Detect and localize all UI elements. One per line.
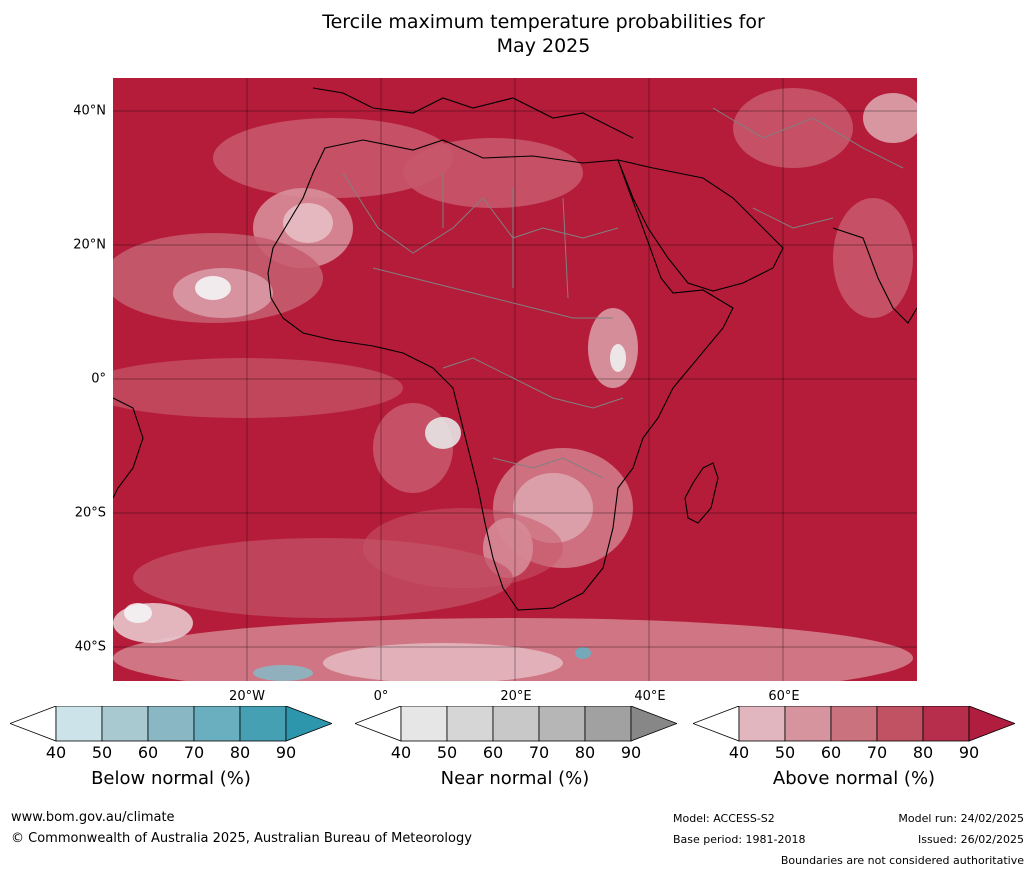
colorbar-segment (55, 706, 103, 742)
country-borders (342, 107, 904, 479)
colorbar-segment (492, 706, 540, 742)
colorbar-high-extension (630, 706, 677, 742)
colorbar-near-normal (355, 706, 677, 742)
colorbar-segment (147, 706, 195, 742)
south-america-coastline (113, 397, 144, 499)
lon-label-20w: 20°W (229, 689, 265, 704)
colorbar-segment (738, 706, 786, 742)
lat-label-40n: 40°N (73, 103, 106, 119)
lat-label-0: 0° (91, 371, 106, 387)
colorbar-tick-label: 60 (820, 743, 842, 762)
lon-label-20e: 20°E (500, 689, 532, 704)
coastlines (113, 87, 917, 611)
madagascar-coastline (684, 462, 719, 524)
colorbar-segment (876, 706, 924, 742)
colorbar-low-extension (355, 706, 402, 742)
footer-disclaimer: Boundaries are not considered authoritat… (780, 854, 1024, 867)
probability-map (113, 78, 917, 681)
colorbar-label-near: Near normal (%) (440, 768, 590, 789)
europe-coastline (312, 87, 634, 139)
lon-label-0: 0° (373, 689, 389, 704)
colorbar-above-normal (693, 706, 1015, 742)
lon-label-40e: 40°E (634, 689, 666, 704)
footer-url: www.bom.gov.au/climate (11, 810, 175, 825)
colorbar-segment (584, 706, 632, 742)
colorbar-segment (830, 706, 878, 742)
lat-label-40s: 40°S (74, 639, 106, 655)
colorbar-segment (538, 706, 586, 742)
colorbar-tick-label: 70 (183, 743, 205, 762)
probability-shading (113, 88, 917, 681)
colorbar-segment (400, 706, 448, 742)
footer-base-period: Base period: 1981-2018 (673, 833, 806, 846)
colorbar-segment (239, 706, 287, 742)
page-title: Tercile maximum temperature probabilitie… (0, 10, 1035, 58)
colorbar-tick-label: 90 (620, 743, 642, 762)
colorbar-high-extension (968, 706, 1015, 742)
footer-copyright: © Commonwealth of Australia 2025, Austra… (11, 831, 472, 846)
colorbar-below-normal (10, 706, 332, 742)
lon-label-60e: 60°E (768, 689, 800, 704)
footer-issued: Issued: 26/02/2025 (917, 833, 1024, 846)
colorbar-tick-label: 40 (728, 743, 750, 762)
colorbar-tick-label: 40 (390, 743, 412, 762)
colorbar-tick-label: 70 (866, 743, 888, 762)
colorbar-low-extension (693, 706, 740, 742)
colorbar-tick-label: 50 (774, 743, 796, 762)
colorbar-high-extension (285, 706, 332, 742)
colorbar-tick-label: 70 (528, 743, 550, 762)
arabia-coastline (617, 159, 784, 292)
lat-label-20n: 20°N (73, 237, 106, 253)
colorbar-segment (922, 706, 970, 742)
colorbar-tick-label: 60 (137, 743, 159, 762)
title-line-1: Tercile maximum temperature probabilitie… (322, 11, 765, 33)
colorbar-tick-label: 80 (229, 743, 251, 762)
colorbar-segment (784, 706, 832, 742)
colorbar-low-extension (10, 706, 57, 742)
colorbar-segment (193, 706, 241, 742)
footer-model: Model: ACCESS-S2 (673, 812, 775, 825)
colorbar-label-below: Below normal (%) (91, 768, 251, 789)
colorbar-tick-label: 90 (958, 743, 980, 762)
india-coastline (832, 227, 917, 324)
colorbar-tick-label: 80 (574, 743, 596, 762)
colorbar-tick-label: 50 (91, 743, 113, 762)
colorbar-segment (101, 706, 149, 742)
lat-label-20s: 20°S (74, 505, 106, 521)
colorbar-tick-label: 90 (275, 743, 297, 762)
colorbar-tick-label: 40 (45, 743, 67, 762)
footer-model-run: Model run: 24/02/2025 (898, 812, 1024, 825)
colorbar-tick-label: 50 (436, 743, 458, 762)
colorbar-tick-label: 80 (912, 743, 934, 762)
colorbar-segment (446, 706, 494, 742)
colorbar-label-above: Above normal (%) (772, 768, 936, 789)
colorbar-tick-label: 60 (482, 743, 504, 762)
graticule (113, 78, 917, 681)
title-line-2: May 2025 (496, 35, 591, 57)
